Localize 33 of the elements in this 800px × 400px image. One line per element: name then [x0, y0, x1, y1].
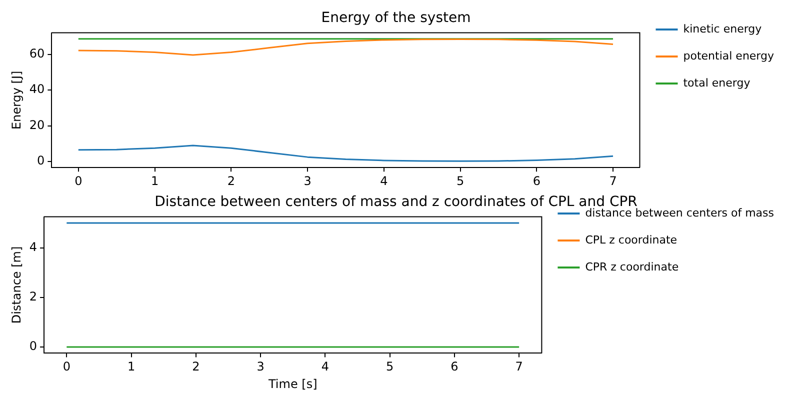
x-tick-label: 1: [150, 174, 159, 188]
y-tick-label: 0: [37, 154, 45, 168]
y-tick-label: 0: [29, 339, 38, 354]
x-tick-label: 0: [74, 174, 82, 188]
y-tick-label: 40: [29, 82, 45, 96]
x-tick-label: 5: [456, 174, 464, 188]
x-tick-label: 1: [127, 360, 136, 374]
legend-label: potential energy: [683, 49, 774, 62]
x-axis-title: Time [s]: [267, 376, 318, 391]
x-tick-label: 7: [609, 174, 617, 188]
x-tick-label: 6: [450, 360, 458, 374]
x-tick-label: 2: [227, 174, 235, 188]
x-tick-label: 6: [532, 174, 540, 188]
x-tick-label: 7: [515, 360, 523, 374]
x-tick-label: 3: [256, 360, 264, 374]
legend-label: distance between centers of mass: [585, 206, 774, 220]
legend-label: total energy: [683, 76, 751, 90]
x-tick-label: 0: [62, 360, 70, 374]
legend-label: CPR z coordinate: [585, 260, 679, 274]
y-tick-label: 60: [29, 46, 45, 61]
chart-title: Energy of the system: [321, 10, 471, 26]
legend-label: CPL z coordinate: [585, 233, 678, 246]
y-axis-title: Distance [m]: [9, 246, 24, 324]
x-tick-label: 4: [321, 360, 329, 374]
x-tick-label: 5: [386, 360, 394, 374]
y-tick-label: 2: [29, 290, 38, 304]
x-tick-label: 4: [380, 174, 388, 188]
legend-label: kinetic energy: [683, 22, 762, 36]
x-tick-label: 3: [304, 174, 312, 188]
y-axis-title: Energy [J]: [9, 70, 24, 130]
y-tick-label: 20: [29, 118, 45, 132]
x-tick-label: 2: [192, 360, 200, 374]
y-tick-label: 4: [29, 240, 38, 254]
